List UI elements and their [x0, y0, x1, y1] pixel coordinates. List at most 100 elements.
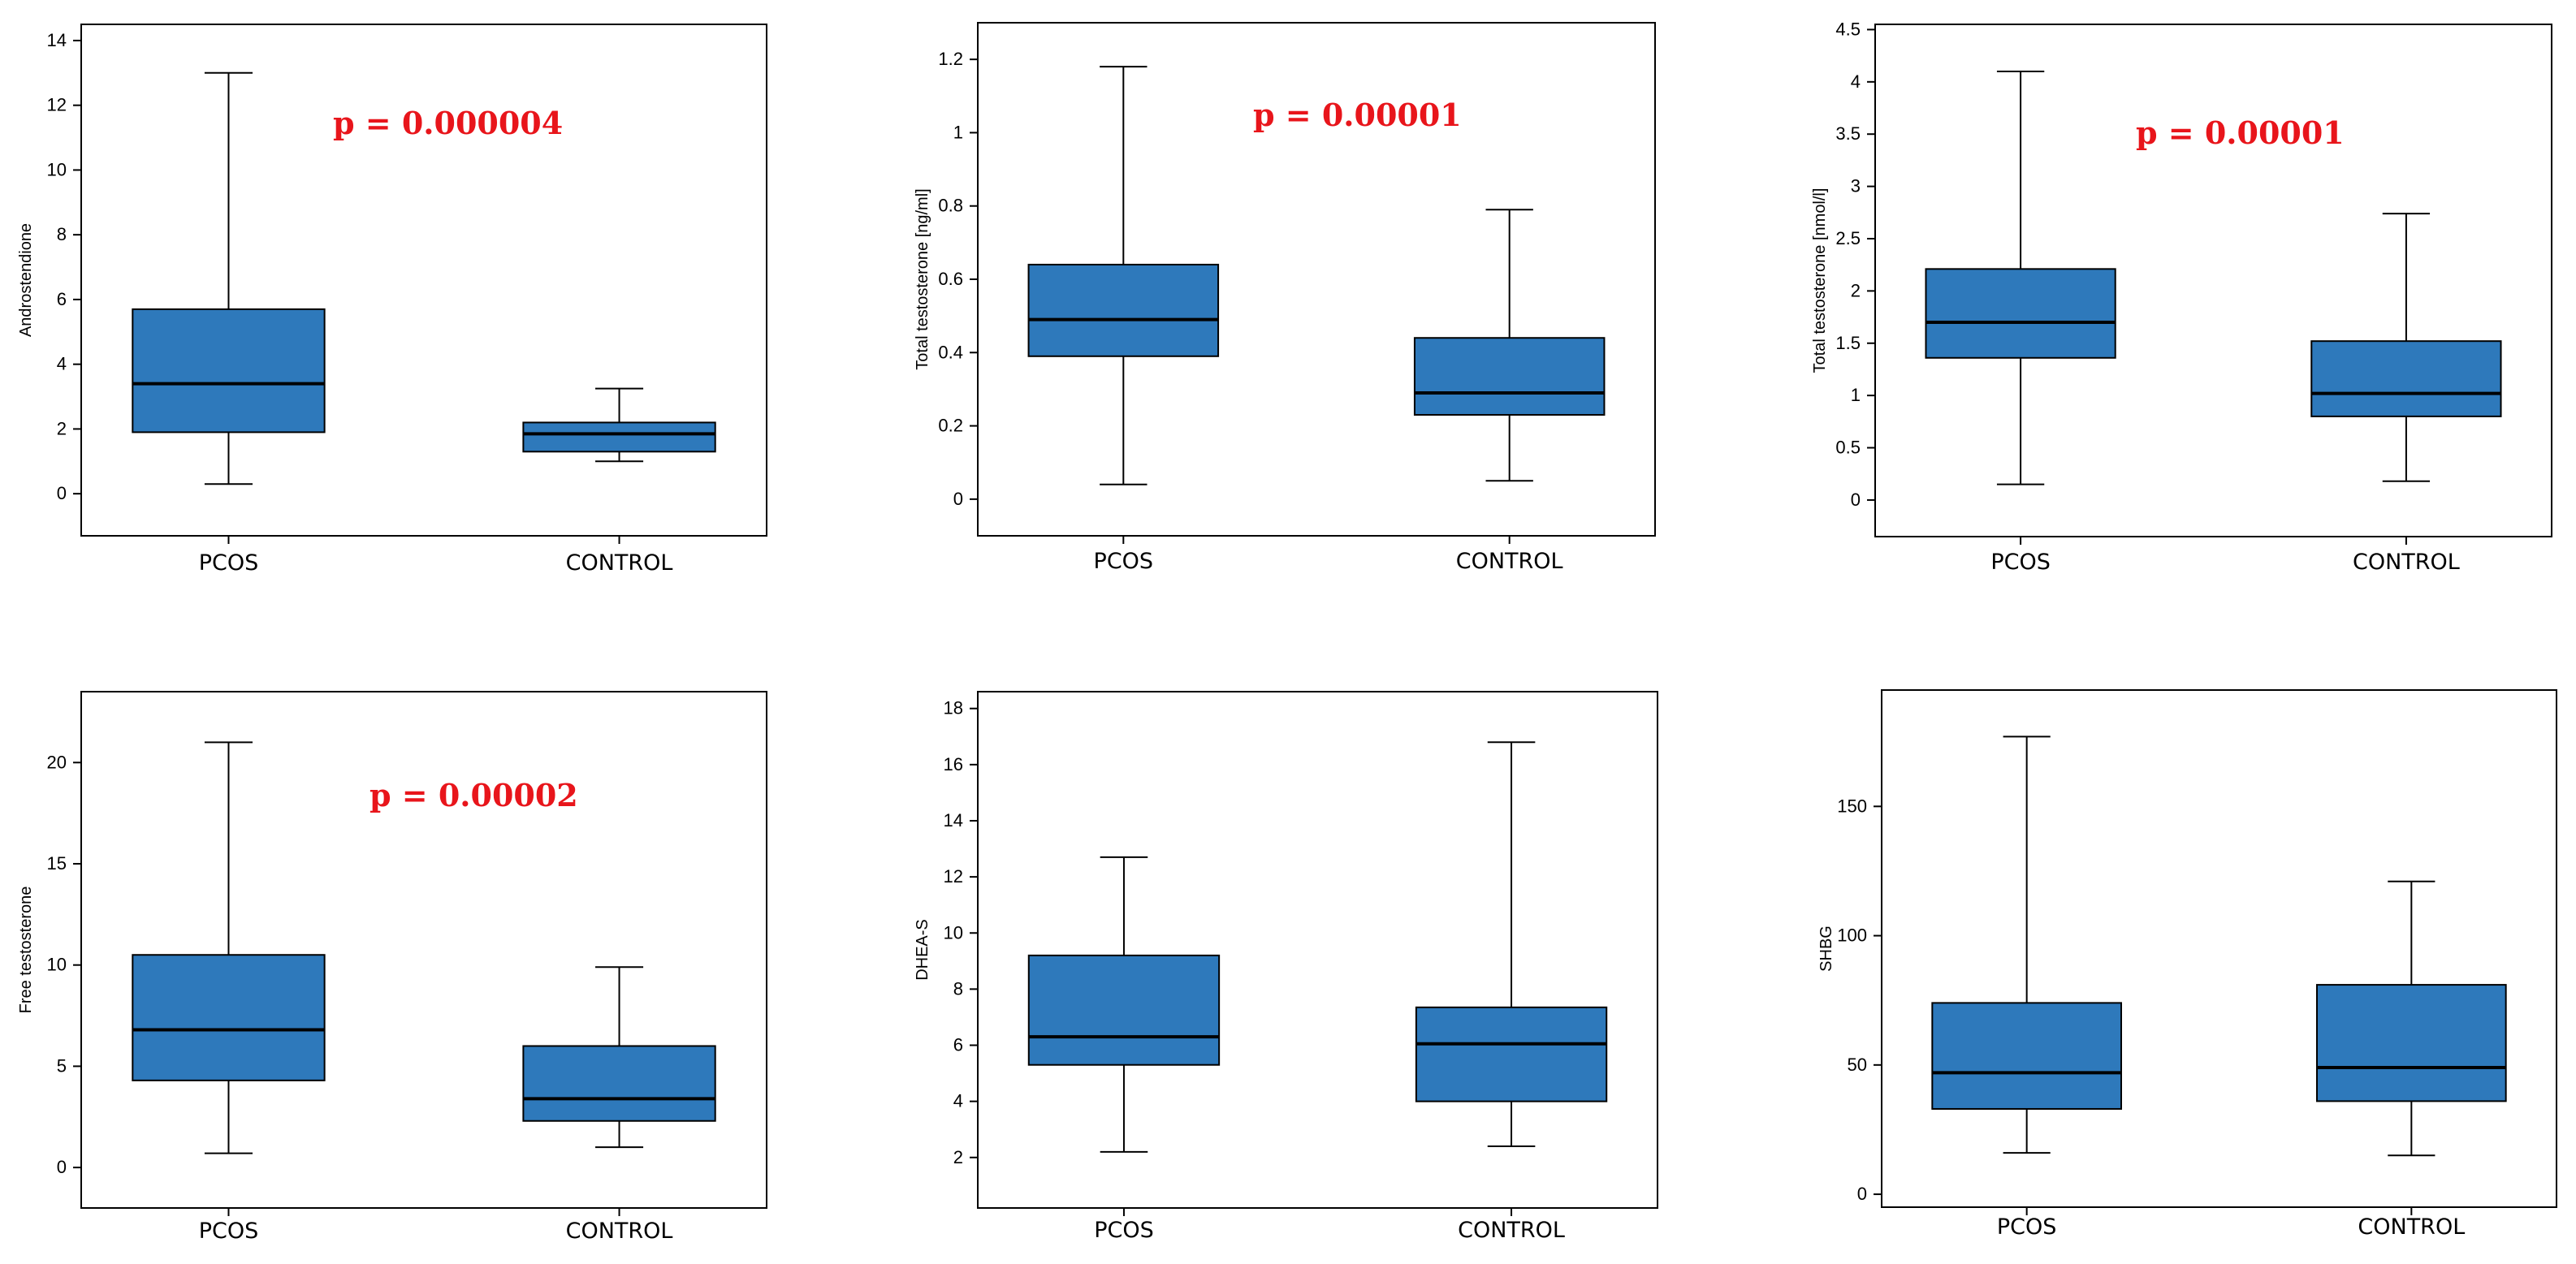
category-label: CONTROL — [2358, 1214, 2465, 1240]
y-tick-label: 18 — [944, 698, 963, 718]
boxplot-panel: 2 4 6 8 10 12 14 16 18 DHEA-S PCOS CONTROL — [914, 691, 1658, 1243]
y-tick-label: 20 — [47, 752, 67, 772]
y-tick-label: 1 — [1851, 385, 1861, 405]
box-pcos — [132, 71, 326, 485]
y-tick-label: 10 — [47, 159, 67, 179]
y-tick-label: 3.5 — [1835, 123, 1861, 144]
y-tick-label: 8 — [953, 978, 963, 999]
plot-frame — [1881, 689, 2557, 1208]
y-tick-label: 0 — [57, 1157, 67, 1177]
y-axis-label: Total testosterone [ng/ml] — [914, 188, 931, 369]
y-tick-label: 1.2 — [938, 49, 963, 69]
p-value-annotation: p = 0.00002 — [370, 777, 578, 813]
y-tick-label: 14 — [944, 810, 963, 830]
iqr-box — [522, 421, 716, 453]
category-label: PCOS — [199, 550, 259, 576]
y-tick-label: 50 — [1848, 1055, 1867, 1075]
y-axis-label: DHEA-S — [914, 919, 931, 981]
box-pcos — [1027, 66, 1220, 485]
boxplot-panel: 0 2 4 6 8 10 12 14 Androstendione PCOS CONTROL p = … — [17, 24, 767, 576]
box-control — [522, 387, 716, 463]
iqr-box — [522, 1045, 716, 1122]
p-value-annotation: p = 0.00001 — [1253, 97, 1462, 133]
y-tick-label: 4 — [1851, 71, 1861, 92]
y-tick-label: 4.5 — [1835, 19, 1861, 39]
category-label: PCOS — [1094, 549, 1154, 574]
y-tick-label: 16 — [944, 754, 963, 774]
y-tick-label: 1.5 — [1835, 333, 1861, 353]
y-tick-label: 0.8 — [938, 196, 963, 216]
p-value-annotation: p = 0.000004 — [333, 105, 563, 141]
category-label: CONTROL — [2353, 550, 2460, 575]
y-tick-label: 6 — [57, 289, 67, 309]
iqr-box — [2315, 984, 2507, 1102]
y-axis-label: Androstendione — [17, 223, 35, 337]
boxplot-panel: 0 5 10 15 20 Free testosterone PCOS CONTROL p = … — [17, 691, 767, 1244]
iqr-box — [2310, 340, 2502, 417]
y-tick-label: 4 — [57, 354, 67, 374]
y-tick-label: 0.2 — [938, 416, 963, 436]
boxplot-panel: 0 0.2 0.4 0.6 0.8 1 1.2 Total testosterone [ng/… — [914, 22, 1656, 574]
box-control — [1415, 741, 1608, 1147]
plot-frame — [80, 691, 767, 1209]
box-pcos — [132, 741, 326, 1154]
box-control — [1413, 209, 1606, 482]
y-tick-label: 0.6 — [938, 269, 963, 289]
plot-frame — [80, 24, 767, 537]
iqr-box — [1415, 1006, 1608, 1102]
boxplot-panel: 0 50 100 150 SHBG PCOS CONTROL — [1817, 689, 2557, 1240]
iqr-box — [132, 954, 326, 1081]
box-pcos — [1027, 856, 1221, 1153]
y-tick-label: 2 — [57, 418, 67, 438]
y-tick-label: 6 — [953, 1035, 963, 1055]
y-tick-label: 0 — [57, 483, 67, 503]
category-label: CONTROL — [566, 1219, 673, 1244]
y-tick-label: 150 — [1837, 796, 1867, 816]
iqr-box — [1931, 1002, 2123, 1110]
box-control — [2315, 880, 2507, 1157]
category-label: PCOS — [1094, 1218, 1154, 1243]
category-label: CONTROL — [1458, 1218, 1565, 1243]
category-label: CONTROL — [1456, 549, 1563, 574]
box-control — [2310, 213, 2502, 482]
y-tick-label: 0.4 — [938, 342, 963, 362]
y-tick-label: 2 — [953, 1147, 963, 1167]
y-axis-label: Total testosterone [nmol/l] — [1811, 188, 1829, 373]
iqr-box — [1925, 268, 2116, 359]
y-tick-label: 2.5 — [1835, 228, 1861, 248]
category-label: CONTROL — [566, 550, 673, 576]
box-control — [522, 966, 716, 1149]
iqr-box — [1027, 263, 1220, 357]
y-tick-label: 10 — [47, 955, 67, 975]
y-tick-label: 0 — [1851, 490, 1861, 510]
y-axis-label: SHBG — [1817, 925, 1835, 972]
boxplot-panel: 0 0.5 1 1.5 2 2.5 3 3.5 4 4.5 Total testosterone [… — [1811, 19, 2552, 575]
y-tick-label: 4 — [953, 1091, 963, 1111]
category-label: PCOS — [199, 1219, 259, 1244]
plot-frame — [977, 691, 1658, 1209]
y-tick-label: 14 — [47, 30, 67, 50]
category-label: PCOS — [1997, 1214, 2057, 1240]
box-pcos — [1931, 736, 2123, 1154]
p-value-annotation: p = 0.00001 — [2136, 114, 2345, 151]
y-tick-label: 1 — [953, 122, 963, 142]
y-tick-label: 12 — [47, 95, 67, 115]
y-tick-label: 10 — [944, 922, 963, 943]
y-tick-label: 0 — [953, 489, 963, 509]
y-tick-label: 15 — [47, 853, 67, 874]
y-tick-label: 2 — [1851, 280, 1861, 300]
y-axis-label: Free testosterone — [17, 887, 35, 1014]
y-tick-label: 5 — [57, 1055, 67, 1076]
box-pcos — [1925, 70, 2116, 485]
y-tick-label: 0.5 — [1835, 438, 1861, 458]
y-tick-label: 12 — [944, 866, 963, 887]
plot-frame — [1874, 24, 2552, 537]
y-tick-label: 100 — [1837, 925, 1867, 946]
y-tick-label: 0 — [1857, 1184, 1867, 1204]
category-label: PCOS — [1990, 550, 2051, 575]
y-tick-label: 3 — [1851, 176, 1861, 196]
iqr-box — [1413, 337, 1606, 416]
iqr-box — [1027, 954, 1221, 1066]
iqr-box — [132, 308, 326, 434]
